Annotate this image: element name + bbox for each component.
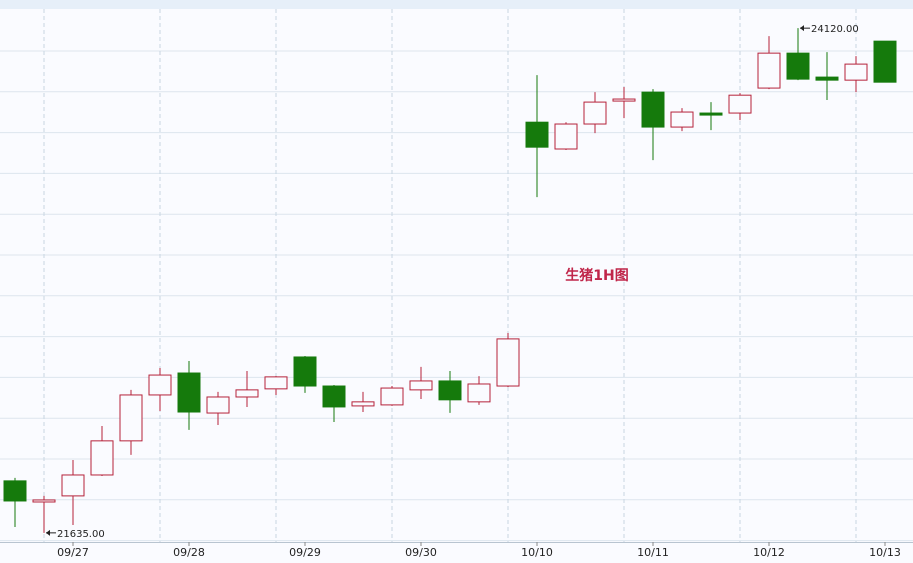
candle-body (206, 396, 230, 414)
candle-body (641, 91, 665, 128)
candle-body (583, 101, 607, 125)
candle-body (699, 112, 723, 116)
candle-body (32, 499, 56, 503)
annotation-label: 24120.00 (811, 24, 859, 35)
annotation-label: 21635.00 (57, 529, 105, 540)
x-tick-label: 09/27 (57, 546, 89, 559)
candle-body (3, 480, 27, 502)
candle-body (148, 374, 172, 396)
candle-body (90, 440, 114, 476)
x-tick-label: 10/11 (637, 546, 669, 559)
candle-body (844, 63, 868, 81)
candle-body (264, 376, 288, 390)
candle-body (293, 356, 317, 387)
candle-body (322, 385, 346, 408)
candle-body (380, 387, 404, 406)
candle-body (554, 123, 578, 150)
candle-body (119, 394, 143, 442)
candle-body (235, 389, 259, 398)
candle-body (467, 383, 491, 403)
x-tick-label: 10/10 (521, 546, 553, 559)
candle-body (438, 380, 462, 401)
candle-body (786, 52, 810, 80)
annotation-arrowhead (800, 25, 804, 32)
x-tick-label: 09/29 (289, 546, 321, 559)
x-tick-label: 09/28 (173, 546, 205, 559)
candle-body (815, 76, 839, 81)
top-band (0, 0, 913, 9)
candle-body (351, 401, 375, 407)
candle-body (409, 380, 433, 391)
x-tick-label: 10/13 (869, 546, 901, 559)
candle-body (728, 94, 752, 114)
candle-body (525, 121, 549, 148)
candle-body (873, 40, 897, 83)
candle-body (670, 111, 694, 128)
chart-title: 生猪1H图 (565, 267, 628, 284)
candle-body (61, 474, 85, 497)
x-tick-label: 10/12 (753, 546, 785, 559)
annotation-arrowhead (46, 529, 50, 536)
candle-body (757, 52, 781, 89)
x-tick-label: 09/30 (405, 546, 437, 559)
candle-body (496, 338, 520, 387)
candle-body (177, 372, 201, 413)
candle-body (612, 98, 636, 102)
